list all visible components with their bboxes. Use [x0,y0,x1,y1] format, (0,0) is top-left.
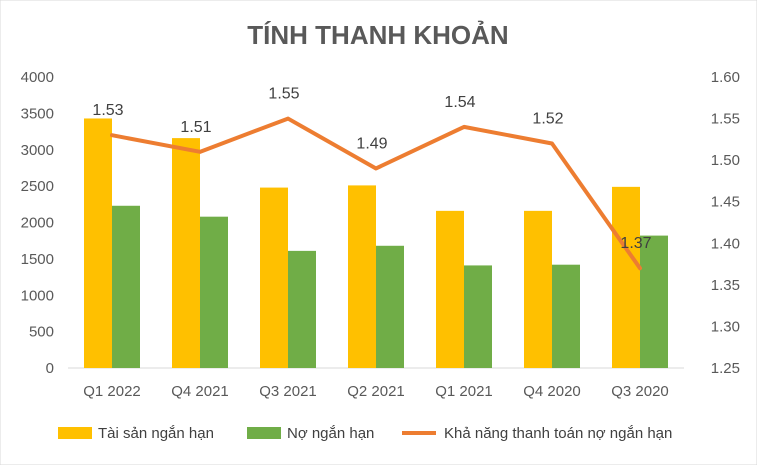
category-label: Q3 2021 [259,383,317,400]
left-tick-label: 4000 [21,69,54,86]
bars-group [84,118,668,368]
category-label: Q3 2020 [611,383,669,400]
category-label: Q1 2021 [435,383,493,400]
right-tick-label: 1.60 [711,69,740,86]
right-tick-label: 1.25 [711,360,740,377]
left-tick-label: 1000 [21,287,54,304]
bar-no-ngan-han [288,250,316,368]
category-label: Q1 2022 [83,383,141,400]
bar-tai-san-ngan-han [612,186,640,368]
left-tick-label: 2000 [21,215,54,232]
left-tick-label: 0 [46,360,54,377]
category-label: Q4 2021 [171,383,229,400]
line-series-group: 1.53 1.51 1.55 1.49 1.54 1.52 1.37 [92,86,652,271]
left-tick-label: 3000 [21,142,54,159]
bar-tai-san-ngan-han [524,210,552,368]
bar-no-ngan-han [552,264,580,368]
left-axis-ticks: 0 500 1000 1500 2000 2500 3000 3500 4000 [21,69,54,377]
bar-no-ngan-han [640,235,668,368]
line-data-label: 1.53 [92,102,123,119]
right-tick-label: 1.45 [711,194,740,211]
line-data-label: 1.37 [620,235,651,252]
left-tick-label: 1500 [21,251,54,268]
legend-swatch [247,427,281,439]
right-tick-label: 1.50 [711,152,740,169]
bar-no-ngan-han [464,265,492,368]
left-tick-label: 2500 [21,178,54,195]
line-kha-nang-thanh-toan [110,116,642,271]
right-tick-label: 1.35 [711,277,740,294]
category-label: Q4 2020 [523,383,581,400]
legend-label: Nợ ngắn hạn [287,425,374,442]
category-labels: Q1 2022 Q4 2021 Q3 2021 Q2 2021 Q1 2021 Q4 20… [83,383,669,400]
bar-no-ngan-han [200,216,228,368]
left-tick-label: 3500 [21,105,54,122]
chart-title: TÍNH THANH KHOẢN [247,20,508,50]
bar-no-ngan-han [112,205,140,368]
bar-tai-san-ngan-han [348,185,376,368]
bar-tai-san-ngan-han [172,138,200,368]
right-tick-label: 1.40 [711,235,740,252]
line-data-label: 1.55 [268,86,299,103]
line-data-label: 1.52 [532,111,563,128]
right-tick-label: 1.30 [711,318,740,335]
bar-tai-san-ngan-han [436,210,464,368]
left-tick-label: 500 [29,324,54,341]
legend-label: Khả năng thanh toán nợ ngắn hạn [444,425,672,442]
category-label: Q2 2021 [347,383,405,400]
right-axis-ticks: 1.25 1.30 1.35 1.40 1.45 1.50 1.55 1.60 [711,69,740,377]
bar-tai-san-ngan-han [84,118,112,368]
legend-label: Tài sản ngắn hạn [98,425,214,442]
bar-no-ngan-han [376,245,404,368]
line-data-label: 1.54 [444,94,475,111]
legend: Tài sản ngắn hạn Nợ ngắn hạn Khả năng than… [58,425,672,442]
legend-swatch [58,427,92,439]
right-tick-label: 1.55 [711,111,740,128]
bar-tai-san-ngan-han [260,187,288,368]
line-data-label: 1.49 [356,135,387,152]
line-data-label: 1.51 [180,119,211,136]
